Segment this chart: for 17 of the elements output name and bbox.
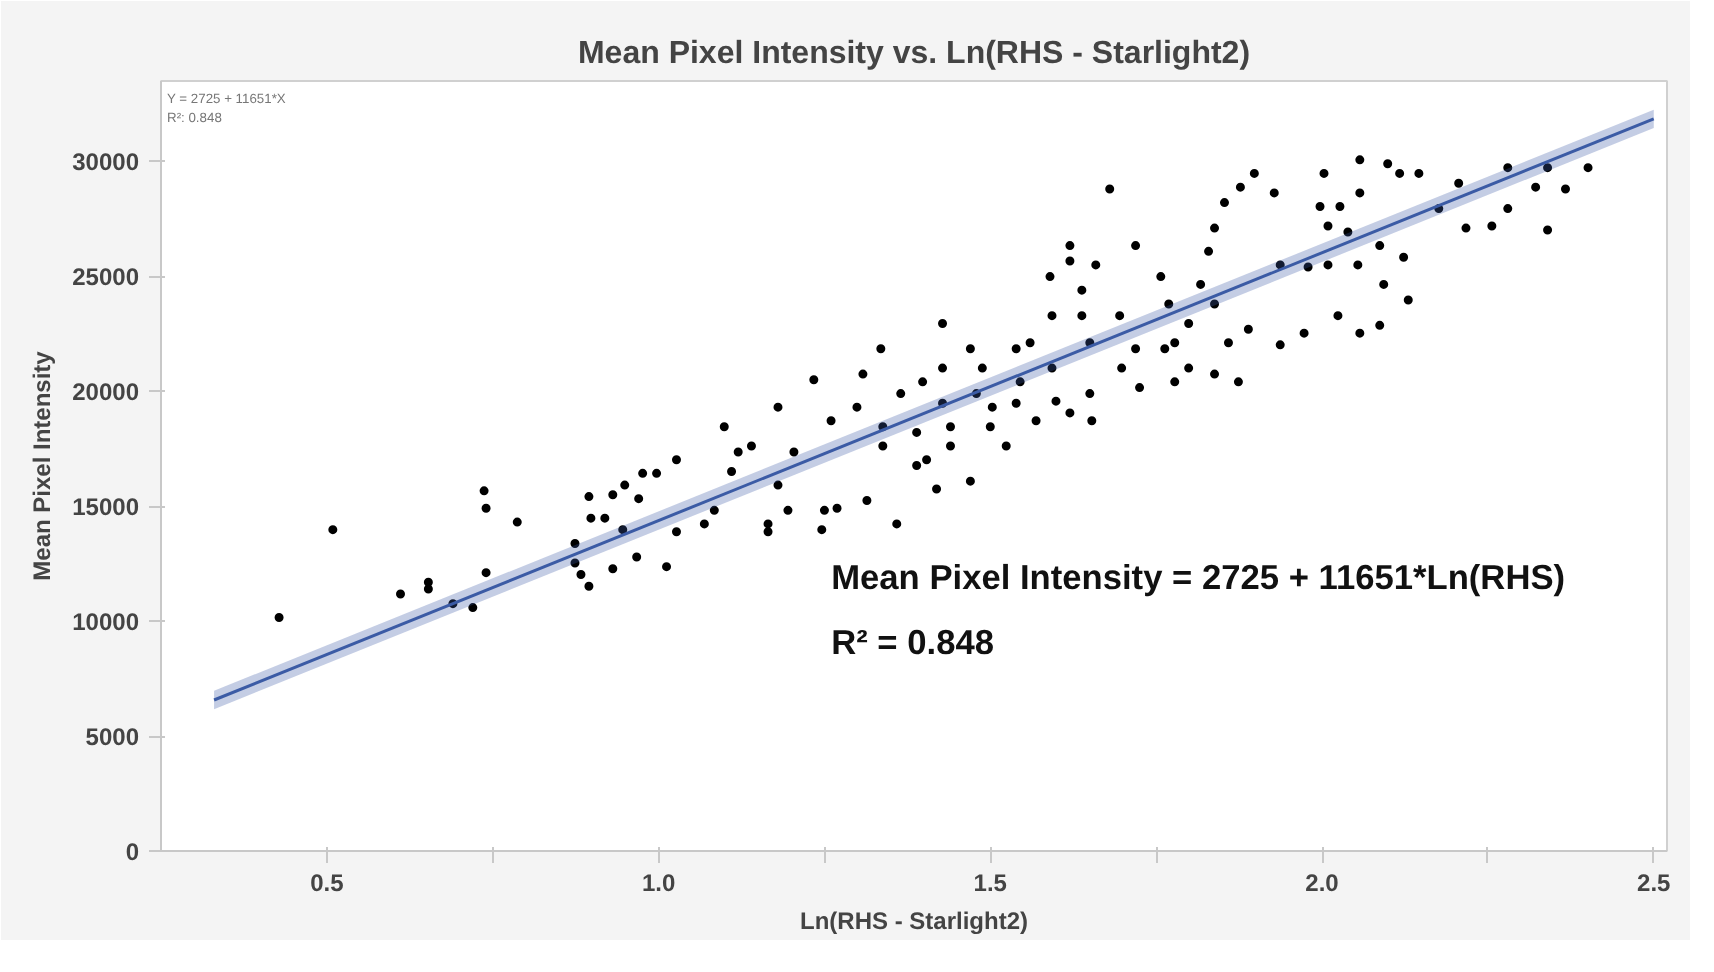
y-tick-label: 30000: [72, 148, 140, 177]
annotation: Mean Pixel Intensity = 2725 + 11651*Ln(RHS): [831, 556, 1566, 597]
x-tick-label: 2.5: [1637, 869, 1672, 897]
x-axis-title: Ln(RHS - Starlight2): [800, 907, 1029, 935]
annotation: R² = 0.848: [831, 622, 995, 663]
y-axis-title: Mean Pixel Intensity: [28, 350, 57, 581]
x-tick-label: 0.5: [310, 869, 345, 897]
y-tick-label: 0: [125, 838, 140, 866]
x-tick-label: 1.5: [973, 869, 1008, 897]
y-tick-label: 10000: [72, 608, 140, 637]
y-tick-label: 25000: [72, 263, 140, 292]
y-tick-label: 20000: [72, 378, 140, 407]
y-tick-label: 5000: [85, 723, 140, 752]
chart-title: Mean Pixel Intensity vs. Ln(RHS - Starlight2): [577, 37, 1251, 71]
x-tick-label: 1.0: [641, 869, 676, 897]
y-tick-label: 15000: [72, 493, 140, 522]
x-tick-label: 2.0: [1305, 869, 1340, 897]
